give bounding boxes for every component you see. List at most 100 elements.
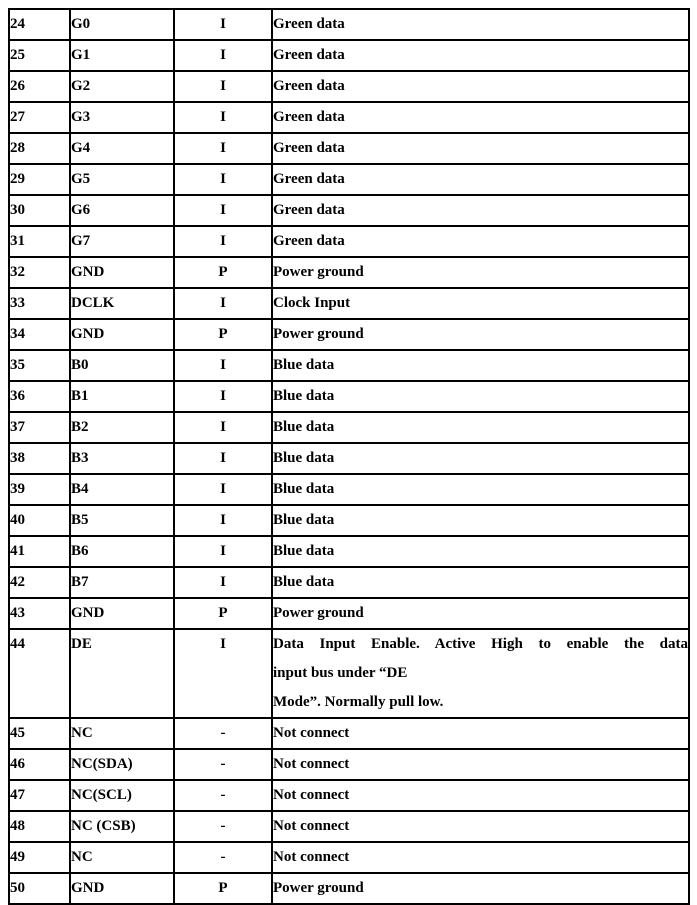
- pin-name-cell: G6: [69, 194, 175, 227]
- pin-number-cell: 38: [8, 442, 71, 475]
- io-type-cell: -: [173, 748, 273, 781]
- pin-name-cell: B2: [69, 411, 175, 444]
- description-cell: Green data: [271, 8, 690, 41]
- io-type-cell: I: [173, 132, 273, 165]
- table-row: 49 NC - Not connect: [8, 841, 690, 874]
- pin-number-cell: 26: [8, 70, 71, 103]
- io-type-cell: -: [173, 841, 273, 874]
- pin-name-cell: B4: [69, 473, 175, 506]
- pin-number-cell: 43: [8, 597, 71, 630]
- description-cell: Power ground: [271, 256, 690, 289]
- pin-name-cell: G2: [69, 70, 175, 103]
- datasheet-page: 24 G0 I Green data 25 G1 I Green data 26 G2 I Green…: [8, 8, 690, 905]
- description-cell: Power ground: [271, 318, 690, 351]
- description-cell: Blue data: [271, 473, 690, 506]
- pin-name-cell: GND: [69, 872, 175, 905]
- description-cell: Green data: [271, 194, 690, 227]
- pin-number-cell: 33: [8, 287, 71, 320]
- table-row: 46 NC(SDA) - Not connect: [8, 748, 690, 781]
- description-cell: Clock Input: [271, 287, 690, 320]
- io-type-cell: P: [173, 597, 273, 630]
- pin-name-cell: B0: [69, 349, 175, 382]
- description-cell: Blue data: [271, 566, 690, 599]
- pin-description-table: 24 G0 I Green data 25 G1 I Green data 26 G2 I Green…: [8, 8, 690, 905]
- pin-number-cell: 25: [8, 39, 71, 72]
- table-row: 29 G5 I Green data: [8, 163, 690, 196]
- pin-number-cell: 30: [8, 194, 71, 227]
- io-type-cell: I: [173, 194, 273, 227]
- description-cell: Blue data: [271, 442, 690, 475]
- io-type-cell: I: [173, 349, 273, 382]
- table-row: 24 G0 I Green data: [8, 8, 690, 41]
- io-type-cell: I: [173, 628, 273, 719]
- table-row: 47 NC(SCL) - Not connect: [8, 779, 690, 812]
- pin-name-cell: GND: [69, 597, 175, 630]
- description-cell: Blue data: [271, 504, 690, 537]
- table-row: 31 G7 I Green data: [8, 225, 690, 258]
- table-row: 41 B6 I Blue data: [8, 535, 690, 568]
- description-cell: Data Input Enable. Active High to enable…: [271, 628, 690, 719]
- io-type-cell: P: [173, 256, 273, 289]
- pin-number-cell: 46: [8, 748, 71, 781]
- pin-name-cell: DCLK: [69, 287, 175, 320]
- pin-name-cell: G4: [69, 132, 175, 165]
- pin-number-cell: 39: [8, 473, 71, 506]
- description-cell: Green data: [271, 101, 690, 134]
- pin-name-cell: G7: [69, 225, 175, 258]
- pin-number-cell: 44: [8, 628, 71, 719]
- io-type-cell: I: [173, 8, 273, 41]
- io-type-cell: I: [173, 411, 273, 444]
- pin-number-cell: 37: [8, 411, 71, 444]
- io-type-cell: I: [173, 473, 273, 506]
- table-row: 45 NC - Not connect: [8, 717, 690, 750]
- pin-number-cell: 41: [8, 535, 71, 568]
- table-row: 50 GND P Power ground: [8, 872, 690, 905]
- io-type-cell: I: [173, 380, 273, 413]
- pin-number-cell: 35: [8, 349, 71, 382]
- table-row: 30 G6 I Green data: [8, 194, 690, 227]
- table-row: 28 G4 I Green data: [8, 132, 690, 165]
- description-cell: Green data: [271, 225, 690, 258]
- table-row: 44 DE I Data Input Enable. Active High to e…: [8, 628, 690, 719]
- pin-number-cell: 34: [8, 318, 71, 351]
- description-cell: Green data: [271, 132, 690, 165]
- pin-number-cell: 50: [8, 872, 71, 905]
- table-row: 42 B7 I Blue data: [8, 566, 690, 599]
- pin-name-cell: B5: [69, 504, 175, 537]
- table-row: 25 G1 I Green data: [8, 39, 690, 72]
- pin-number-cell: 47: [8, 779, 71, 812]
- pin-name-cell: G3: [69, 101, 175, 134]
- table-row: 43 GND P Power ground: [8, 597, 690, 630]
- pin-name-cell: B6: [69, 535, 175, 568]
- description-cell: Green data: [271, 70, 690, 103]
- description-cell: Power ground: [271, 597, 690, 630]
- table-row: 33 DCLK I Clock Input: [8, 287, 690, 320]
- description-cell: Not connect: [271, 810, 690, 843]
- table-row: 27 G3 I Green data: [8, 101, 690, 134]
- pin-number-cell: 40: [8, 504, 71, 537]
- pin-number-cell: 28: [8, 132, 71, 165]
- table-row: 34 GND P Power ground: [8, 318, 690, 351]
- pin-name-cell: GND: [69, 256, 175, 289]
- io-type-cell: I: [173, 39, 273, 72]
- io-type-cell: P: [173, 872, 273, 905]
- io-type-cell: I: [173, 566, 273, 599]
- io-type-cell: P: [173, 318, 273, 351]
- pin-name-cell: NC(SDA): [69, 748, 175, 781]
- description-cell: Green data: [271, 163, 690, 196]
- pin-table-body: 24 G0 I Green data 25 G1 I Green data 26 G2 I Green…: [8, 8, 690, 905]
- description-cell: Not connect: [271, 779, 690, 812]
- pin-name-cell: NC (CSB): [69, 810, 175, 843]
- table-row: 37 B2 I Blue data: [8, 411, 690, 444]
- pin-number-cell: 49: [8, 841, 71, 874]
- description-cell: Green data: [271, 39, 690, 72]
- pin-number-cell: 42: [8, 566, 71, 599]
- io-type-cell: I: [173, 163, 273, 196]
- pin-number-cell: 45: [8, 717, 71, 750]
- io-type-cell: I: [173, 101, 273, 134]
- io-type-cell: I: [173, 535, 273, 568]
- description-cell: Not connect: [271, 717, 690, 750]
- pin-name-cell: G1: [69, 39, 175, 72]
- io-type-cell: I: [173, 442, 273, 475]
- pin-name-cell: G0: [69, 8, 175, 41]
